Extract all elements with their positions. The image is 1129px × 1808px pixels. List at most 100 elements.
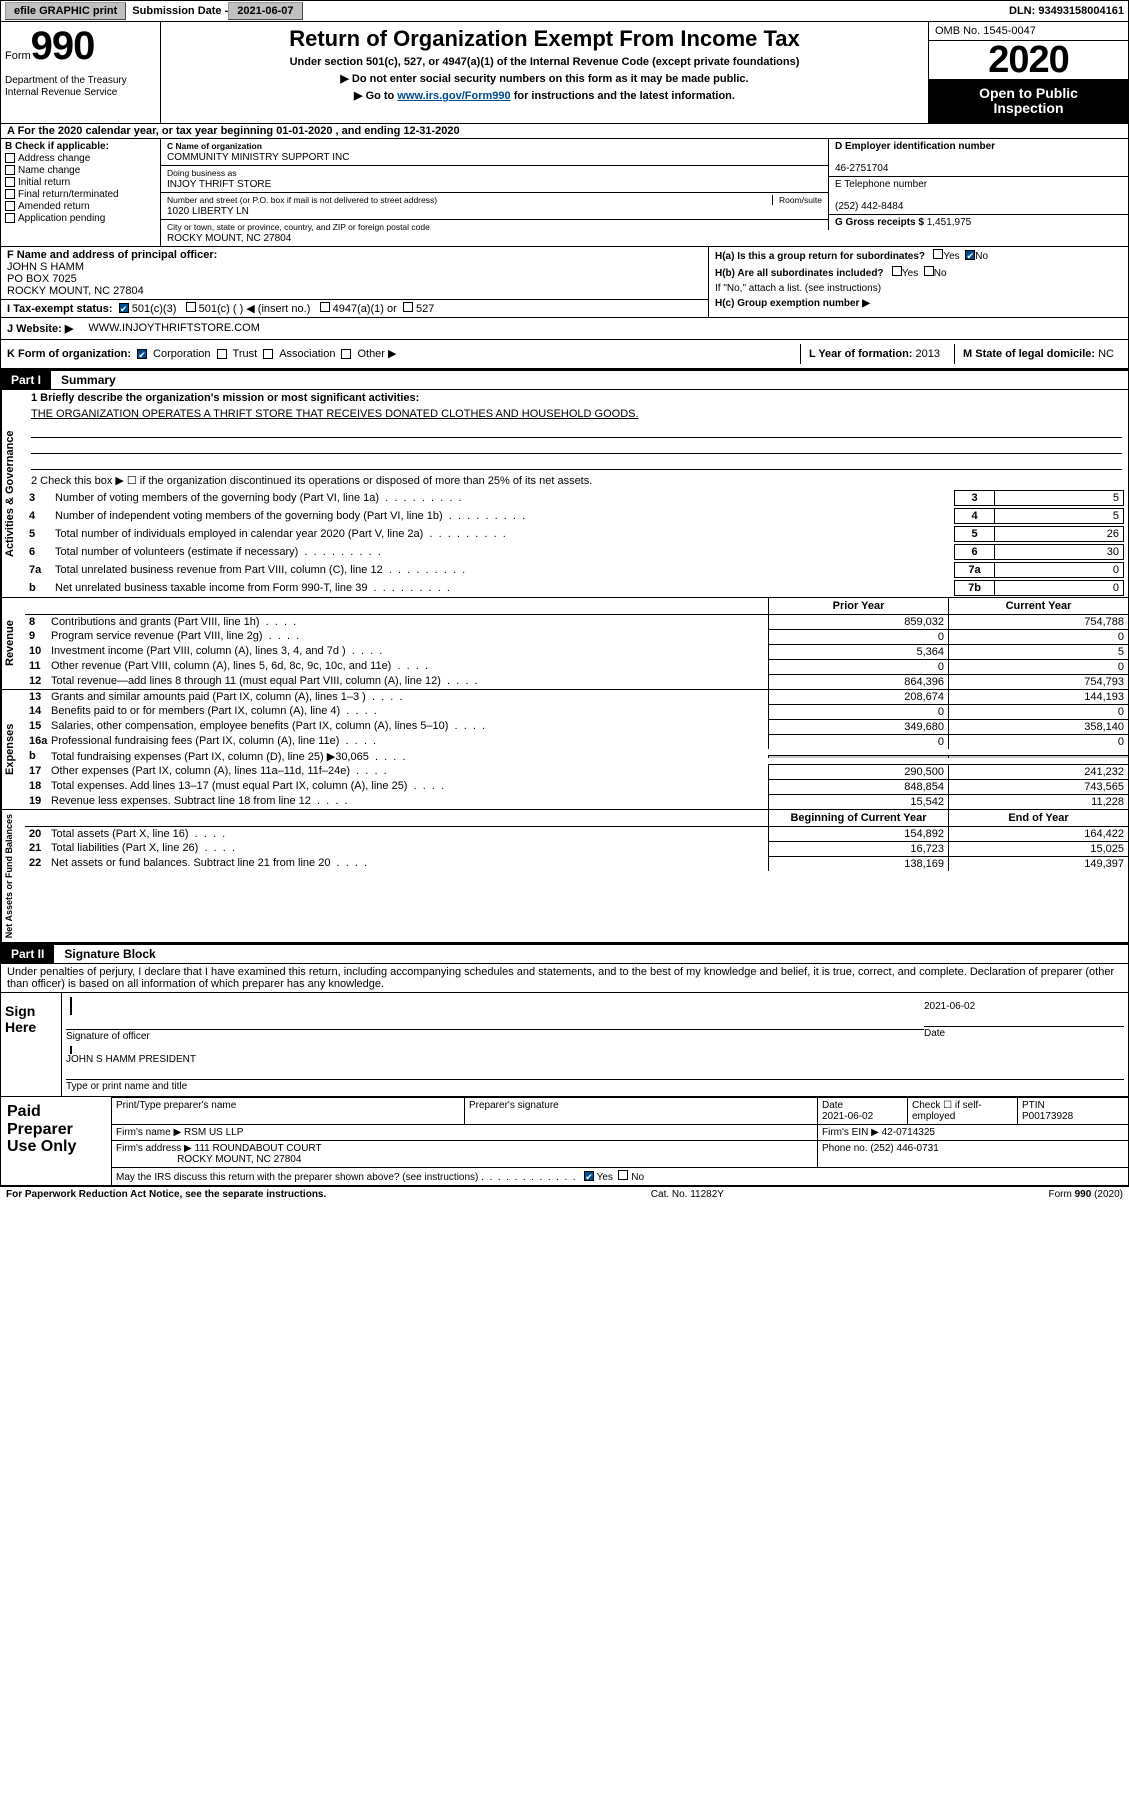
col-current-year: Current Year: [948, 598, 1128, 614]
block-f-officer: F Name and address of principal officer:…: [1, 247, 708, 299]
prep-ptin: PTINP00173928: [1018, 1098, 1128, 1124]
summary-line-7a: 7aTotal unrelated business revenue from …: [25, 561, 1128, 579]
prep-firm-name: Firm's name ▶ RSM US LLP: [112, 1125, 818, 1140]
block-g-gross: G Gross receipts $ 1,451,975: [828, 215, 1128, 230]
chk-hb-no[interactable]: [924, 266, 934, 276]
footer-left: For Paperwork Reduction Act Notice, see …: [6, 1189, 326, 1200]
chk-discuss-no[interactable]: [618, 1170, 628, 1180]
form-prefix: Form: [5, 50, 31, 62]
efile-print-btn[interactable]: efile GRAPHIC print: [5, 2, 126, 20]
part-i-header: Part I Summary: [1, 369, 1128, 390]
prep-sig-hdr: Preparer's signature: [465, 1098, 818, 1124]
form-instr-1: ▶ Do not enter social security numbers o…: [167, 72, 922, 85]
chk-initial-return[interactable]: [5, 177, 15, 187]
chk-other[interactable]: [341, 349, 351, 359]
tax-year: 2020: [929, 41, 1128, 80]
chk-4947[interactable]: [320, 302, 330, 312]
prep-discuss: May the IRS discuss this return with the…: [112, 1168, 1128, 1185]
line-17: 17Other expenses (Part IX, column (A), l…: [25, 764, 1128, 779]
footer-formno: Form 990 (2020): [1049, 1189, 1123, 1200]
prep-firm-addr: Firm's address ▶ 111 ROUNDABOUT COURT RO…: [112, 1141, 818, 1167]
block-c-city: City or town, state or province, country…: [161, 220, 828, 246]
col-prior-year: Prior Year: [768, 598, 948, 614]
chk-501c[interactable]: [186, 302, 196, 312]
summary-line-6: 6Total number of volunteers (estimate if…: [25, 543, 1128, 561]
block-c-dba: Doing business as INJOY THRIFT STORE: [161, 166, 828, 193]
line-8: 8Contributions and grants (Part VIII, li…: [25, 615, 1128, 629]
sig-date-value: 2021-06-02: [924, 1001, 1124, 1012]
chk-final-return[interactable]: [5, 189, 15, 199]
block-e-phone: E Telephone number (252) 442-8484: [828, 177, 1128, 215]
line-a-tax-year: A For the 2020 calendar year, or tax yea…: [1, 124, 1128, 139]
p1-line1-value: THE ORGANIZATION OPERATES A THRIFT STORE…: [25, 406, 1128, 422]
vlabel-governance: Activities & Governance: [1, 390, 25, 597]
blank-line: [31, 424, 1122, 438]
block-k-form-org: K Form of organization: ✔Corporation Tru…: [1, 340, 1128, 369]
chk-ha-yes[interactable]: [933, 249, 943, 259]
block-hb-note: If "No," attach a list. (see instruction…: [709, 281, 1128, 296]
submission-date-label: Submission Date -: [132, 5, 228, 17]
form-instr-2: ▶ Go to www.irs.gov/Form990 for instruct…: [167, 89, 922, 102]
summary-line-5: 5Total number of individuals employed in…: [25, 525, 1128, 543]
chk-application-pending[interactable]: [5, 213, 15, 223]
line-21: 21Total liabilities (Part X, line 26) . …: [25, 841, 1128, 856]
chk-name-change[interactable]: [5, 165, 15, 175]
chk-assoc[interactable]: [263, 349, 273, 359]
blank-line: [31, 456, 1122, 470]
col-end-year: End of Year: [948, 810, 1128, 826]
block-d-ein: D Employer identification number 46-2751…: [828, 139, 1128, 177]
p1-line1-label: 1 Briefly describe the organization's mi…: [25, 390, 1128, 406]
chk-hb-yes[interactable]: [892, 266, 902, 276]
form-title: Return of Organization Exempt From Incom…: [167, 26, 922, 52]
line-16a: 16aProfessional fundraising fees (Part I…: [25, 734, 1128, 749]
line-11: 11Other revenue (Part VIII, column (A), …: [25, 659, 1128, 674]
line-13: 13Grants and similar amounts paid (Part …: [25, 690, 1128, 704]
dln-label: DLN:: [1009, 5, 1035, 17]
line-10: 10Investment income (Part VIII, column (…: [25, 644, 1128, 659]
line-9: 9Program service revenue (Part VIII, lin…: [25, 629, 1128, 644]
vlabel-expenses: Expenses: [1, 690, 25, 809]
line-22: 22Net assets or fund balances. Subtract …: [25, 856, 1128, 871]
dln-value: 93493158004161: [1038, 5, 1124, 17]
irs-link[interactable]: www.irs.gov/Form990: [397, 90, 510, 102]
prep-name-hdr: Print/Type preparer's name: [112, 1098, 465, 1124]
block-m-state: M State of legal domicile: NC: [954, 344, 1122, 364]
p1-line2: 2 Check this box ▶ ☐ if the organization…: [25, 472, 1128, 489]
vlabel-netassets: Net Assets or Fund Balances: [1, 810, 25, 942]
chk-corp[interactable]: ✔: [137, 349, 147, 359]
chk-527[interactable]: [403, 302, 413, 312]
submission-date-btn[interactable]: 2021-06-07: [228, 2, 302, 20]
footer-catno: Cat. No. 11282Y: [326, 1189, 1048, 1200]
dept-treasury: Department of the Treasury Internal Reve…: [5, 75, 156, 99]
chk-trust[interactable]: [217, 349, 227, 359]
sig-date-lbl: Date: [924, 1026, 1124, 1039]
block-hc: H(c) Group exemption number ▶: [709, 296, 1128, 311]
line-15: 15Salaries, other compensation, employee…: [25, 719, 1128, 734]
sig-officer-lbl: Signature of officer: [66, 1029, 924, 1042]
line-18: 18Total expenses. Add lines 13–17 (must …: [25, 779, 1128, 794]
block-i-tax-status: I Tax-exempt status: ✔ 501(c)(3) 501(c) …: [1, 299, 708, 317]
prep-phone: Phone no. (252) 446-0731: [818, 1141, 1128, 1167]
line-14: 14Benefits paid to or for members (Part …: [25, 704, 1128, 719]
sig-name-title: JOHN S HAMM PRESIDENT: [66, 1054, 1124, 1065]
vlabel-revenue: Revenue: [1, 598, 25, 689]
block-c-street: Room/suite Number and street (or P.O. bo…: [161, 193, 828, 220]
paid-preparer-label: Paid Preparer Use Only: [1, 1097, 111, 1185]
chk-address-change[interactable]: [5, 153, 15, 163]
part-ii-header: Part II Signature Block: [1, 943, 1128, 964]
block-c-name: C Name of organization COMMUNITY MINISTR…: [161, 139, 828, 166]
sign-here-label: Sign Here: [1, 993, 61, 1096]
chk-ha-no[interactable]: ✔: [965, 250, 975, 260]
sig-name-title-lbl: Type or print name and title: [66, 1079, 1124, 1092]
chk-501c3[interactable]: ✔: [119, 303, 129, 313]
chk-discuss-yes[interactable]: ✔: [584, 1171, 594, 1181]
block-l-year: L Year of formation: 2013: [800, 344, 948, 364]
block-hb: H(b) Are all subordinates included? Yes …: [709, 264, 1128, 281]
penalty-statement: Under penalties of perjury, I declare th…: [1, 964, 1128, 992]
prep-selfemp: Check ☐ if self-employed: [908, 1098, 1018, 1124]
chk-amended-return[interactable]: [5, 201, 15, 211]
summary-line-7b: bNet unrelated business taxable income f…: [25, 579, 1128, 597]
form-subtitle: Under section 501(c), 527, or 4947(a)(1)…: [167, 56, 922, 68]
summary-line-4: 4Number of independent voting members of…: [25, 507, 1128, 525]
blank-line: [31, 440, 1122, 454]
